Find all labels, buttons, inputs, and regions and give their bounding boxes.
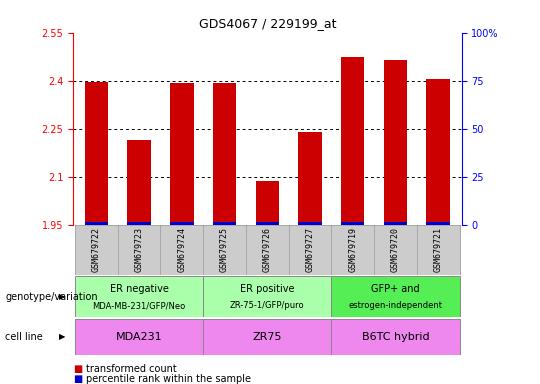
Bar [127,222,151,225]
Bar [289,225,332,275]
Bar [246,225,289,275]
Bar [127,140,151,225]
Bar [374,225,417,275]
Text: ZR75: ZR75 [253,332,282,342]
Text: GFP+ and: GFP+ and [371,285,420,295]
Title: GDS4067 / 229199_at: GDS4067 / 229199_at [199,17,336,30]
Text: ZR-75-1/GFP/puro: ZR-75-1/GFP/puro [230,301,305,310]
Bar [341,222,364,225]
Text: ER negative: ER negative [110,285,168,295]
Bar [170,222,194,225]
Bar [417,225,460,275]
Text: GSM679725: GSM679725 [220,227,229,272]
Text: ■: ■ [73,364,82,374]
Bar [118,225,160,275]
Text: transformed count: transformed count [86,364,177,374]
Bar [298,222,322,225]
Bar [255,182,279,225]
Bar [298,132,322,225]
Bar [384,60,407,225]
Text: ▶: ▶ [59,333,65,341]
Bar [427,79,450,225]
Text: GSM679726: GSM679726 [263,227,272,272]
Bar [203,319,332,355]
Text: B6TC hybrid: B6TC hybrid [362,332,429,342]
Bar [75,225,118,275]
Bar [203,225,246,275]
Bar [75,319,203,355]
Bar [203,276,332,317]
Bar [75,276,203,317]
Bar [332,276,460,317]
Bar [170,83,194,225]
Bar [332,225,374,275]
Text: GSM679727: GSM679727 [306,227,314,272]
Text: ■: ■ [73,374,82,384]
Text: cell line: cell line [5,332,43,342]
Bar [255,222,279,225]
Bar [85,82,108,225]
Bar [384,222,407,225]
Bar [213,83,237,225]
Text: MDA-MB-231/GFP/Neo: MDA-MB-231/GFP/Neo [92,301,186,310]
Text: estrogen-independent: estrogen-independent [348,301,442,310]
Text: GSM679724: GSM679724 [177,227,186,272]
Bar [332,319,460,355]
Text: GSM679722: GSM679722 [92,227,101,272]
Text: GSM679719: GSM679719 [348,227,357,272]
Text: percentile rank within the sample: percentile rank within the sample [86,374,252,384]
Text: ▶: ▶ [59,292,65,301]
Bar [427,222,450,225]
Text: GSM679720: GSM679720 [391,227,400,272]
Bar [160,225,203,275]
Text: GSM679721: GSM679721 [434,227,443,272]
Bar [341,56,364,225]
Text: ER positive: ER positive [240,285,294,295]
Bar [85,222,108,225]
Text: genotype/variation: genotype/variation [5,291,98,302]
Text: MDA231: MDA231 [116,332,163,342]
Bar [213,222,237,225]
Text: GSM679723: GSM679723 [134,227,144,272]
